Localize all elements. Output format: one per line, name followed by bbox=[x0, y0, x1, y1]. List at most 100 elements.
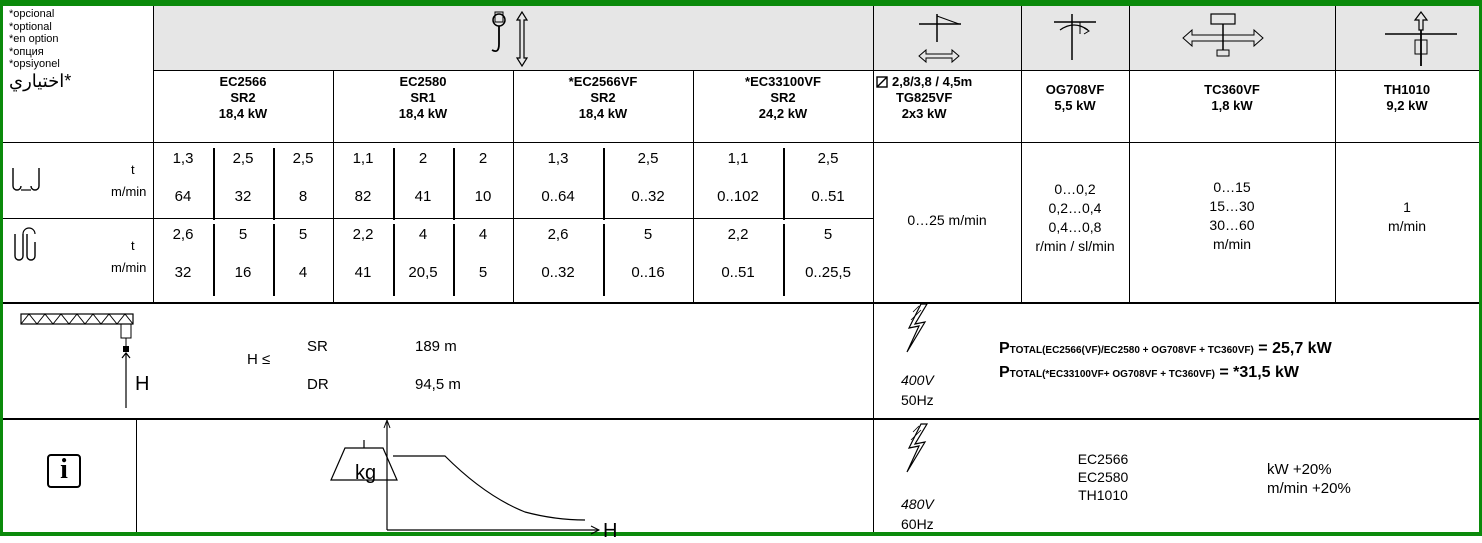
grid-line bbox=[783, 224, 785, 296]
trolley-header: 2,8/3,8 / 4,5m TG825VF 2x3 kW bbox=[876, 74, 972, 122]
optional-label-tr: *opsiyonel bbox=[9, 58, 60, 70]
power-total-1: PTOTAL(EC2566(VF)/EC2580 + OG708VF + TC3… bbox=[999, 340, 1332, 357]
speed-value: 0..32 bbox=[541, 264, 575, 281]
load-value: 2,6 bbox=[172, 226, 194, 243]
optional-label-ar: *اختياري bbox=[9, 70, 72, 91]
hook-lift-icon bbox=[491, 10, 529, 68]
grid-line bbox=[3, 142, 1479, 143]
height-symbol: H bbox=[135, 373, 150, 395]
optional-label-en: *optional bbox=[9, 20, 52, 33]
lightning-icon bbox=[906, 303, 929, 353]
grid-line bbox=[1335, 6, 1336, 302]
speed-value: 5 bbox=[478, 264, 488, 281]
voltage-400: 400V bbox=[901, 372, 934, 388]
grid-line bbox=[213, 224, 215, 296]
unit-speed: m/min bbox=[111, 184, 147, 199]
load-value: 5 bbox=[238, 226, 248, 243]
grid-line bbox=[873, 70, 1479, 71]
height-leq: H ≤ bbox=[247, 351, 271, 368]
info-models: EC2566 EC2580 TH1010 bbox=[1077, 451, 1129, 503]
freq-60: 60Hz bbox=[901, 516, 934, 532]
trolley-speed: 0…25 m/min bbox=[907, 212, 987, 228]
load-value: 2,2 bbox=[727, 226, 749, 243]
voltage-480: 480V bbox=[901, 496, 934, 512]
climbing-icon bbox=[1385, 11, 1457, 66]
grid-line bbox=[136, 418, 137, 532]
height-dr-label: DR bbox=[307, 376, 329, 393]
motor-header-ec33100vf: *EC33100VF SR2 24,2 kW bbox=[745, 74, 821, 121]
motor-header-ec2580: EC2580 SR1 18,4 kW bbox=[398, 74, 448, 121]
slewing-header: OG708VF 5,5 kW bbox=[1045, 82, 1105, 113]
load-value: 5 bbox=[643, 226, 653, 243]
load-value: 2,5 bbox=[292, 150, 314, 167]
load-value: 4 bbox=[478, 226, 488, 243]
grid-line bbox=[873, 6, 874, 532]
square-slash-icon bbox=[876, 76, 888, 88]
grid-line bbox=[1129, 6, 1130, 302]
load-value: 2,5 bbox=[817, 150, 839, 167]
grid-line bbox=[213, 148, 215, 220]
speed-value: 64 bbox=[174, 188, 192, 205]
grid-line bbox=[783, 148, 785, 220]
speed-value: 0..64 bbox=[541, 188, 575, 205]
speed-value: 0..51 bbox=[811, 188, 845, 205]
climbing-speed: 1 m/min bbox=[1387, 199, 1427, 234]
load-value: 1,1 bbox=[352, 150, 374, 167]
speed-value: 10 bbox=[474, 188, 492, 205]
load-value: 2,2 bbox=[352, 226, 374, 243]
load-value: 4 bbox=[418, 226, 428, 243]
load-value: 2,5 bbox=[637, 150, 659, 167]
grid-line bbox=[513, 70, 514, 302]
speed-value: 16 bbox=[234, 264, 252, 281]
grid-line bbox=[333, 70, 334, 302]
load-value: 5 bbox=[823, 226, 833, 243]
speed-value: 0..51 bbox=[721, 264, 755, 281]
slewing-icon bbox=[1054, 14, 1096, 60]
grid-line bbox=[273, 148, 275, 220]
info-increases: kW +20% m/min +20% bbox=[1267, 461, 1351, 497]
grid-line bbox=[3, 418, 1479, 420]
two-fall-icon bbox=[12, 168, 40, 191]
speed-value: 32 bbox=[234, 188, 252, 205]
speed-value: 8 bbox=[298, 188, 308, 205]
load-value: 1,1 bbox=[727, 150, 749, 167]
grid-line bbox=[1021, 6, 1022, 302]
slewing-speeds: 0…0,2 0,2…0,4 0,4…0,8 r/min / sl/min bbox=[1035, 181, 1115, 254]
load-value: 2 bbox=[478, 150, 488, 167]
optional-label-ru: *опция bbox=[9, 45, 44, 58]
height-sr-value: 189 m bbox=[415, 338, 457, 355]
power-total-2: PTOTAL(*EC33100VF+ OG708VF + TC360VF) = … bbox=[999, 364, 1299, 381]
speed-value: 4 bbox=[298, 264, 308, 281]
optional-labels: *opcional *optional *en option *опция *o… bbox=[9, 8, 71, 91]
optional-label-es: *opcional bbox=[9, 8, 55, 20]
unit-load: t bbox=[131, 238, 135, 253]
speed-value: 20,5 bbox=[408, 264, 438, 281]
mechanisms-header-band bbox=[873, 6, 1479, 70]
crane-travel-icon bbox=[1182, 13, 1264, 57]
speed-value: 82 bbox=[354, 188, 372, 205]
crane-height-icon bbox=[20, 313, 134, 408]
load-value: 1,3 bbox=[172, 150, 194, 167]
grid-line bbox=[3, 302, 1479, 304]
speed-value: 32 bbox=[174, 264, 192, 281]
trolley-travel-icon bbox=[918, 14, 961, 64]
unit-speed: m/min bbox=[111, 260, 147, 275]
load-value: 1,3 bbox=[547, 150, 569, 167]
speed-value: 0..16 bbox=[631, 264, 665, 281]
weight-label: kg bbox=[355, 462, 377, 484]
grid-line bbox=[453, 148, 455, 220]
grid-line bbox=[273, 224, 275, 296]
grid-line bbox=[693, 70, 694, 302]
load-value: 2 bbox=[418, 150, 428, 167]
grid-line bbox=[603, 148, 605, 220]
speed-value: 41 bbox=[414, 188, 432, 205]
four-fall-icon bbox=[14, 227, 36, 261]
lightning-icon bbox=[906, 423, 929, 473]
speed-value: 41 bbox=[354, 264, 372, 281]
climbing-header: TH1010 9,2 kW bbox=[1383, 82, 1431, 113]
speed-value: 0..102 bbox=[717, 188, 759, 205]
speed-value: 0..32 bbox=[631, 188, 665, 205]
load-value: 2,6 bbox=[547, 226, 569, 243]
grid-line bbox=[393, 148, 395, 220]
